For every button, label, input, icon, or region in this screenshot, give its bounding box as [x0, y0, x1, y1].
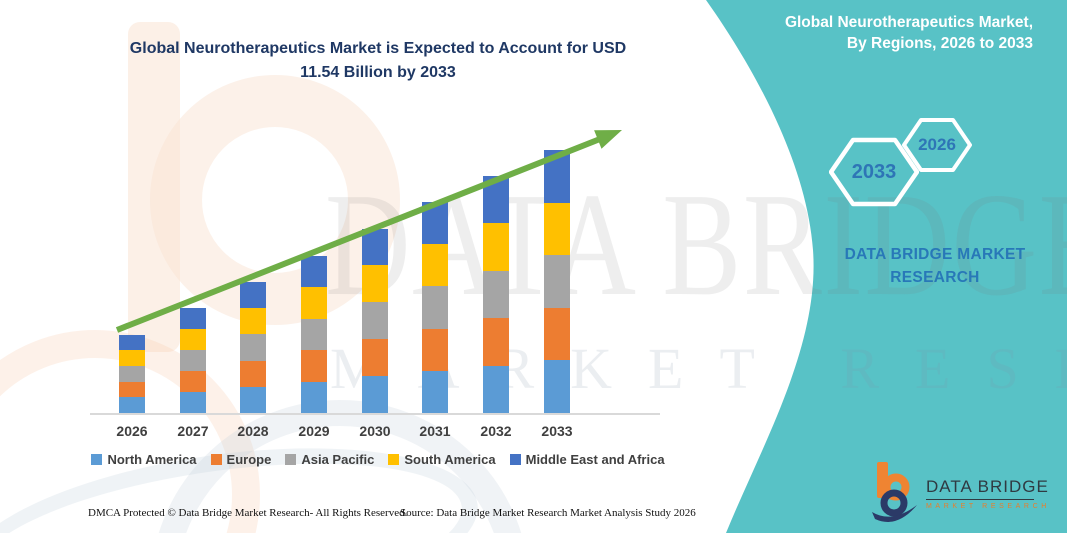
panel-title-line2: By Regions, 2026 to 2033 [846, 35, 1033, 52]
legend-label: North America [107, 452, 197, 467]
bar-segment [301, 318, 327, 350]
bar-segment [362, 265, 388, 303]
panel-title: Global Neurotherapeutics Market, By Regi… [713, 12, 1033, 54]
x-axis-label: 2033 [541, 423, 573, 439]
bar-segment [240, 282, 266, 309]
x-axis-label: 2029 [298, 423, 330, 439]
bar-segment [483, 270, 509, 319]
bar-segment [422, 244, 448, 287]
x-axis-label: 2030 [359, 423, 391, 439]
logo-tagline: MARKET RESEARCH [926, 503, 1050, 510]
bar-segment [119, 381, 145, 398]
legend-label: South America [404, 452, 496, 467]
x-axis-label: 2028 [237, 423, 269, 439]
bar-segment [544, 307, 570, 361]
bar-segment [544, 255, 570, 308]
bar-segment [544, 202, 570, 256]
bar-segment [180, 329, 206, 350]
bar-segment [301, 350, 327, 382]
chart-title-line2: 11.54 Billion by 2033 [300, 64, 456, 81]
bar-segment [240, 386, 266, 413]
hexagon-2033-label: 2033 [851, 160, 897, 183]
bar-segment [544, 360, 570, 413]
logo-divider [926, 499, 1034, 500]
bar-segment [483, 223, 509, 271]
bar-segment [119, 365, 145, 382]
bar-segment [483, 318, 509, 366]
panel-title-line1: Global Neurotherapeutics Market, [784, 14, 1033, 31]
legend-item: Europe [210, 452, 272, 467]
bar-segment [544, 150, 570, 203]
bar-segment [301, 255, 327, 287]
stacked-bar-2030 [362, 228, 388, 413]
x-axis-label: 2027 [177, 423, 209, 439]
bar-segment [422, 370, 448, 413]
footer-dmca-text: DMCA Protected © Data Bridge Market Rese… [88, 507, 408, 519]
bar-segment [180, 308, 206, 329]
legend-label: Middle East and Africa [525, 452, 665, 467]
legend-swatch-icon [210, 454, 222, 465]
bar-segment [422, 328, 448, 371]
bar-segment [119, 397, 145, 413]
panel-brand-line1: DATA BRIDGE MARKET [844, 246, 1026, 263]
hexagon-outline-icon [829, 137, 919, 207]
logo-wordmark: DATA BRIDGE MARKET RESEARCH [926, 477, 1050, 510]
watermark-text-marketresearch: MARKET RESEARCH [330, 336, 1067, 401]
panel-brand-text: DATA BRIDGE MARKET RESEARCH [815, 243, 1055, 289]
company-logo: DATA BRIDGE MARKET RESEARCH [872, 461, 1050, 525]
bar-segment [240, 334, 266, 361]
stacked-bar-2026 [119, 334, 145, 413]
stacked-bar-2033 [544, 150, 570, 413]
bar-segment [180, 350, 206, 371]
bar-segment [362, 302, 388, 340]
hexagon-2033: 2033 [829, 137, 919, 207]
bar-segment [362, 228, 388, 266]
hexagon-2026: 2026 [902, 117, 972, 173]
x-axis-label: 2026 [116, 423, 148, 439]
legend-swatch-icon [509, 454, 521, 465]
bar-segment [362, 376, 388, 413]
legend-label: Europe [226, 452, 272, 467]
legend-swatch-icon [388, 454, 400, 465]
bar-segment [483, 365, 509, 413]
bar-segment [240, 308, 266, 335]
stacked-bar-2027 [180, 308, 206, 413]
chart-title: Global Neurotherapeutics Market is Expec… [98, 37, 658, 85]
legend-swatch-icon [285, 454, 297, 465]
stacked-bar-2032 [483, 176, 509, 413]
legend: North America Europe Asia Pacific South Ame… [78, 452, 678, 467]
bar-segment [422, 286, 448, 329]
footer-source-text: Source: Data Bridge Market Research Mark… [400, 507, 696, 519]
bar-segment [119, 350, 145, 366]
logo-name: DATA BRIDGE [926, 477, 1049, 496]
bar-segment [240, 360, 266, 387]
bar-segment [362, 339, 388, 377]
stacked-bar-2031 [422, 202, 448, 413]
legend-item: South America [388, 452, 496, 467]
bar-segment [422, 202, 448, 245]
stacked-bar-2029 [301, 255, 327, 413]
legend-label: Asia Pacific [301, 452, 375, 467]
stacked-bar-2028 [240, 282, 266, 413]
bar-segment [180, 371, 206, 392]
legend-item: Asia Pacific [285, 452, 374, 467]
hexagon-2026-label: 2026 [918, 135, 956, 154]
chart-title-line1: Global Neurotherapeutics Market is Expec… [129, 40, 627, 57]
legend-item: North America [91, 452, 197, 467]
x-axis-line [90, 413, 660, 415]
x-axis-label: 2031 [419, 423, 451, 439]
hexagon-outline-icon [902, 118, 972, 172]
bar-segment [119, 334, 145, 351]
panel-brand-line2: RESEARCH [890, 269, 980, 286]
bar-segment [301, 287, 327, 319]
bar-segment [180, 392, 206, 413]
databridge-b-icon [872, 461, 918, 525]
legend-swatch-icon [91, 454, 103, 465]
bar-segment [483, 176, 509, 224]
bar-segment [301, 381, 327, 413]
x-axis-label: 2032 [480, 423, 512, 439]
legend-item: Middle East and Africa [509, 452, 665, 467]
